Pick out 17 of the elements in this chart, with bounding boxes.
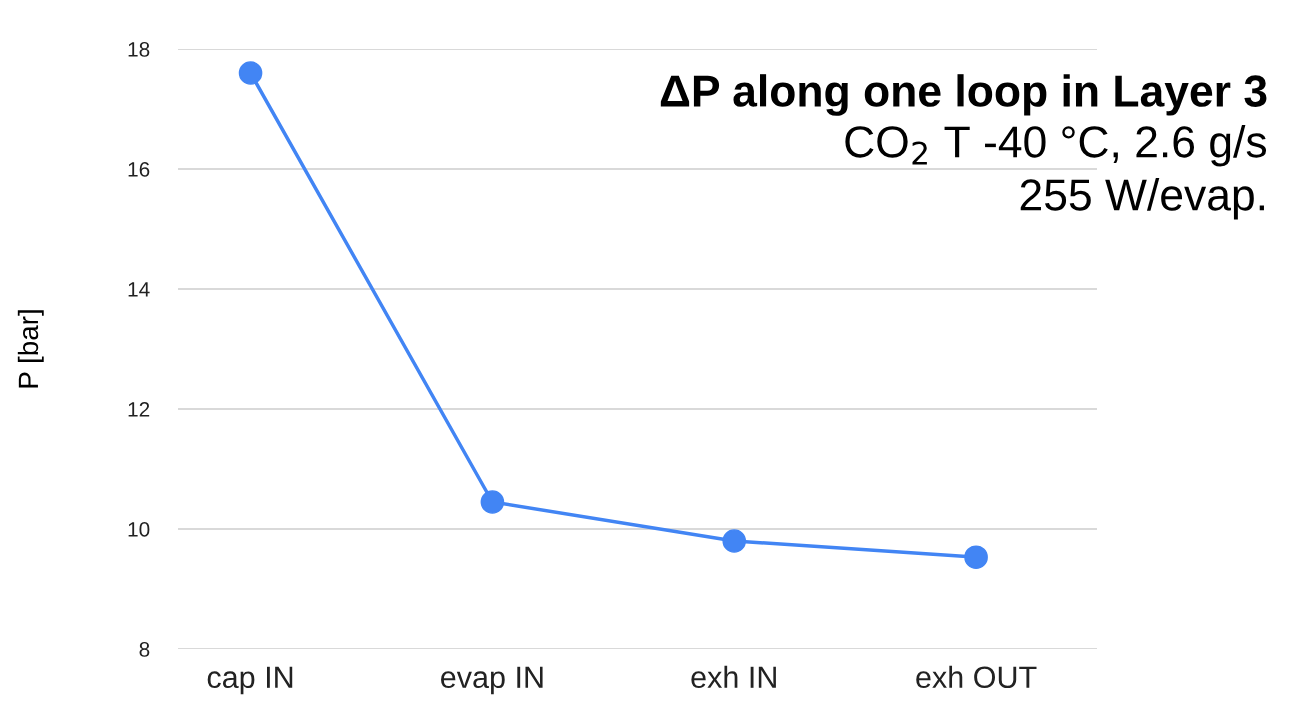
y-tick-label: 16	[128, 162, 150, 177]
y-axis-title: P [bar]	[17, 310, 44, 388]
x-tick-label: exh IN	[691, 665, 776, 689]
point	[480, 490, 505, 514]
x-tick-label: exh OUT	[916, 665, 1037, 689]
text: CO$_{2}$ T -40 °C, 2.6 g/s 255 W/evap.	[845, 125, 1267, 220]
text: ΔP along one loop in Layer 3	[660, 74, 1267, 116]
point	[238, 61, 263, 85]
y-tick-label: 18	[128, 42, 150, 57]
y-tick-label: 14	[128, 282, 150, 297]
y-tick-label: 12	[128, 402, 150, 417]
y-tick-label: 10	[128, 522, 150, 537]
x-tick-label: evap IN	[441, 666, 543, 695]
point	[964, 545, 988, 570]
y-tick-label: 8	[139, 642, 150, 657]
x-tick-label: cap IN	[207, 666, 293, 695]
point	[722, 529, 747, 553]
